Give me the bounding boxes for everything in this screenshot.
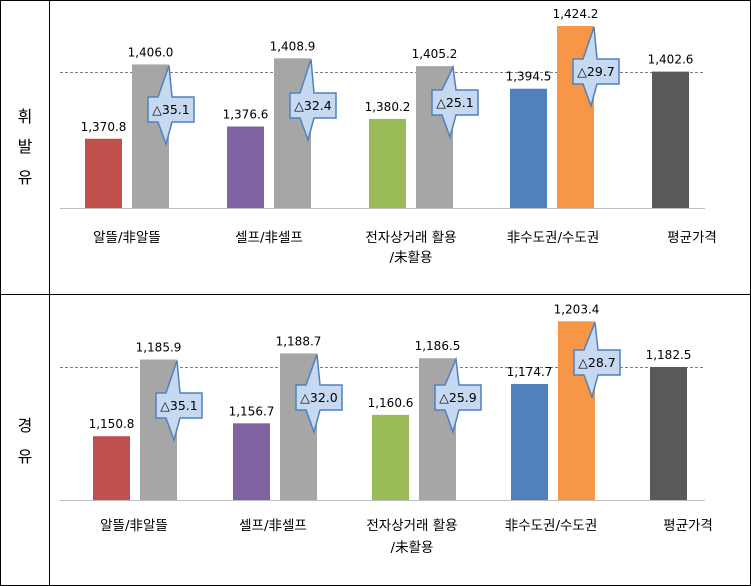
bar <box>650 366 687 500</box>
difference-label: △25.9 <box>439 390 476 405</box>
bar <box>369 118 406 208</box>
category-label: /未활용 <box>390 250 433 266</box>
difference-label: △25.1 <box>436 95 473 110</box>
difference-callout <box>573 322 621 400</box>
category-label: 非수도권/수도권 <box>505 518 598 534</box>
data-label: 1,402.6 <box>648 53 694 67</box>
data-label: 1,160.6 <box>368 396 414 410</box>
data-label: 1,376.6 <box>223 108 269 122</box>
bar <box>652 71 689 208</box>
category-label: 알뜰/非알뜰 <box>100 518 168 534</box>
data-label: 1,394.5 <box>506 70 552 84</box>
bar <box>85 138 122 208</box>
row-label-line: 휘 <box>18 107 33 126</box>
data-label: 1,370.8 <box>81 120 127 134</box>
row-label-line: 경 <box>18 416 33 435</box>
data-label: 1,405.2 <box>412 47 458 61</box>
difference-label: △35.1 <box>152 102 189 117</box>
row-label-gasoline: 휘 발 유 <box>18 107 33 187</box>
bar <box>233 423 270 500</box>
row-label-diesel: 경 유 <box>18 416 33 466</box>
data-label: 1,406.0 <box>128 45 174 59</box>
difference-label: △32.4 <box>294 98 331 113</box>
data-label: 1,188.7 <box>276 334 322 348</box>
category-label: 전자상거래 활용 <box>366 518 457 534</box>
difference-callout <box>289 59 337 143</box>
category-label: /未활용 <box>391 540 434 556</box>
category-label: 非수도권/수도권 <box>507 230 600 246</box>
bar <box>510 88 547 208</box>
bar <box>511 383 548 500</box>
data-label: 1,185.9 <box>136 341 182 355</box>
data-label: 1,424.2 <box>553 7 599 21</box>
difference-callout <box>572 26 620 109</box>
category-label: 셀프/非셀프 <box>235 230 303 246</box>
category-label: 평균가격 <box>667 230 717 246</box>
row-label-line: 유 <box>18 447 33 466</box>
bar <box>93 436 130 500</box>
difference-callout <box>147 65 195 147</box>
data-label: 1,203.4 <box>554 302 600 316</box>
diesel-chart: 1,150.8 1,185.9 △35.1 1,156.7 1,188.7 △32.0 1,… <box>60 302 713 556</box>
category-label: 알뜰/非알뜰 <box>93 230 161 246</box>
data-label: 1,408.9 <box>270 39 316 53</box>
category-label: 평균가격 <box>663 518 713 534</box>
difference-callout <box>434 356 482 435</box>
difference-label: △32.0 <box>300 390 337 405</box>
data-label: 1,186.5 <box>415 339 461 353</box>
difference-label: △35.1 <box>160 398 197 413</box>
data-label: 1,150.8 <box>89 417 135 431</box>
bar <box>372 414 409 500</box>
row-label-line: 유 <box>18 168 33 187</box>
data-label: 1,380.2 <box>365 100 411 114</box>
category-label: 셀프/非셀프 <box>239 518 307 534</box>
difference-label: △28.7 <box>578 355 615 370</box>
category-label: 전자상거래 활용 <box>365 230 456 246</box>
data-label: 1,156.7 <box>229 404 275 418</box>
row-label-line: 발 <box>18 137 33 156</box>
data-label: 1,174.7 <box>507 365 553 379</box>
bar <box>227 126 264 208</box>
gasoline-chart: 1,370.8 1,406.0 △35.1 1,376.6 1,408.9 △32.4 1,… <box>60 7 717 266</box>
data-label: 1,182.5 <box>646 348 692 362</box>
difference-callout <box>295 354 343 435</box>
difference-callout <box>431 64 479 140</box>
difference-label: △29.7 <box>577 64 614 79</box>
difference-callout <box>155 360 203 443</box>
